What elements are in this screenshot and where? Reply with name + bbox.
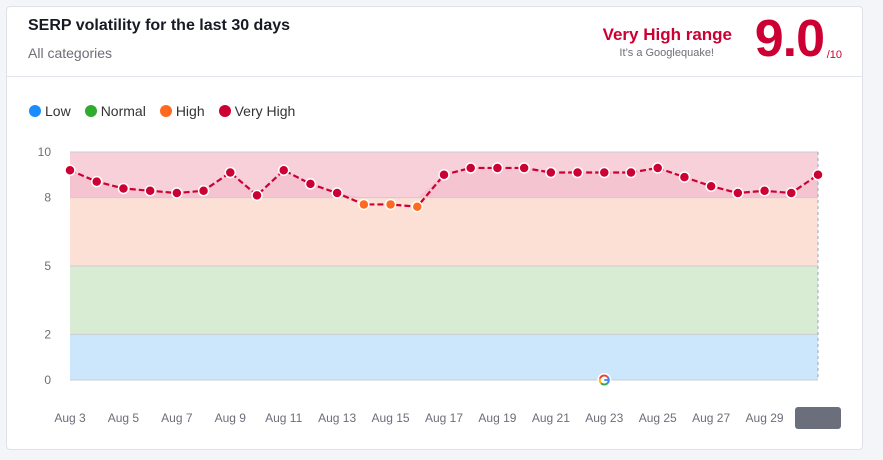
data-point-aug-13 — [331, 187, 343, 199]
x-tick-label-aug-9: Aug 9 — [215, 411, 247, 425]
x-tick-label-aug-13: Aug 13 — [318, 411, 356, 425]
x-tick-highlight — [795, 407, 841, 429]
data-point-aug-12 — [304, 178, 317, 190]
x-tick-label-aug-19: Aug 19 — [478, 411, 516, 425]
y-tick-label-10: 10 — [38, 145, 52, 159]
data-point-aug-31 — [812, 169, 824, 181]
legend-item-very-high[interactable]: Very High — [218, 103, 296, 119]
data-point-aug-4 — [90, 175, 103, 188]
x-tick-label-aug-7: Aug 7 — [161, 411, 193, 425]
data-point-aug-20 — [518, 162, 530, 174]
data-point-aug-27 — [705, 180, 717, 192]
x-tick-label-aug-5: Aug 5 — [108, 411, 140, 425]
x-tick-label-aug-15: Aug 15 — [372, 411, 410, 425]
legend-label-very-high: Very High — [234, 103, 296, 119]
data-point-aug-14 — [358, 198, 370, 211]
x-tick-label-aug-17: Aug 17 — [425, 411, 463, 425]
legend-item-high[interactable]: High — [159, 103, 205, 119]
google-g-icon[interactable] — [597, 373, 612, 387]
data-point-aug-22 — [571, 166, 584, 179]
x-tick-label-aug-27: Aug 27 — [692, 411, 730, 425]
data-point-aug-15 — [384, 198, 397, 211]
category-selector[interactable]: All categories — [28, 45, 113, 61]
volatility-score: 9.0 — [754, 10, 825, 68]
x-tick-label-aug-11: Aug 11 — [265, 411, 302, 425]
legend-dot-high — [159, 105, 172, 117]
y-tick-label-5: 5 — [44, 259, 51, 273]
x-tick-label-aug-21: Aug 21 — [532, 411, 570, 425]
data-point-aug-3 — [64, 164, 76, 176]
data-point-aug-24 — [625, 166, 637, 179]
legend-label-low: Low — [45, 103, 71, 119]
card-header: SERP volatility for the last 30 days All… — [7, 7, 862, 77]
legend-label-normal: Normal — [100, 103, 146, 119]
data-point-aug-11 — [277, 164, 290, 176]
legend-dot-normal — [84, 105, 97, 117]
data-point-aug-30 — [785, 187, 798, 199]
legend-dot-low — [29, 105, 41, 117]
data-point-aug-7 — [171, 187, 183, 199]
chart-legend: Low Normal High Very High — [29, 101, 309, 121]
data-point-aug-9 — [224, 166, 237, 179]
data-point-aug-8 — [197, 185, 210, 197]
range-note: It’s a Googlequake! — [619, 47, 714, 59]
data-point-aug-23 — [598, 166, 611, 179]
data-point-aug-17 — [438, 169, 450, 181]
legend-dot-very-high — [218, 105, 231, 117]
band-high — [70, 197, 818, 266]
band-low — [70, 334, 818, 380]
data-point-aug-29 — [758, 185, 771, 197]
legend-item-normal[interactable]: Normal — [84, 103, 146, 119]
legend-label-high: High — [175, 103, 205, 119]
data-point-aug-5 — [117, 182, 130, 195]
legend-item-low[interactable]: Low — [29, 103, 71, 119]
range-label: Very High range — [602, 25, 732, 44]
data-point-aug-28 — [732, 187, 744, 199]
data-point-aug-16 — [411, 200, 424, 213]
x-tick-label-aug-3: Aug 3 — [54, 411, 86, 425]
band-normal — [70, 266, 818, 335]
data-point-aug-6 — [144, 185, 156, 197]
data-point-aug-26 — [678, 171, 691, 183]
volatility-chart: 0 2 5 8 10 Aug 3 Aug 5 Aug 7 Aug 9 Aug 11 Aug 13 Au… — [38, 145, 841, 429]
x-tick-label-aug-31: Aug 31 — [799, 411, 837, 425]
y-tick-label-8: 8 — [44, 191, 51, 205]
data-point-aug-21 — [545, 166, 557, 179]
x-tick-label-aug-23: Aug 23 — [585, 411, 623, 425]
x-tick-label-aug-29: Aug 29 — [746, 411, 784, 425]
score-max: /10 — [826, 49, 842, 61]
y-tick-label-2: 2 — [44, 327, 51, 341]
x-tick-label-aug-25: Aug 25 — [639, 411, 677, 425]
data-point-aug-18 — [464, 162, 477, 174]
serp-volatility-card: SERP volatility for the last 30 days All… — [6, 6, 863, 450]
data-point-aug-19 — [491, 162, 504, 174]
y-tick-label-0: 0 — [44, 373, 51, 387]
data-point-aug-10 — [251, 189, 263, 202]
card-title: SERP volatility for the last 30 days — [28, 17, 291, 34]
data-point-aug-25 — [651, 162, 664, 174]
